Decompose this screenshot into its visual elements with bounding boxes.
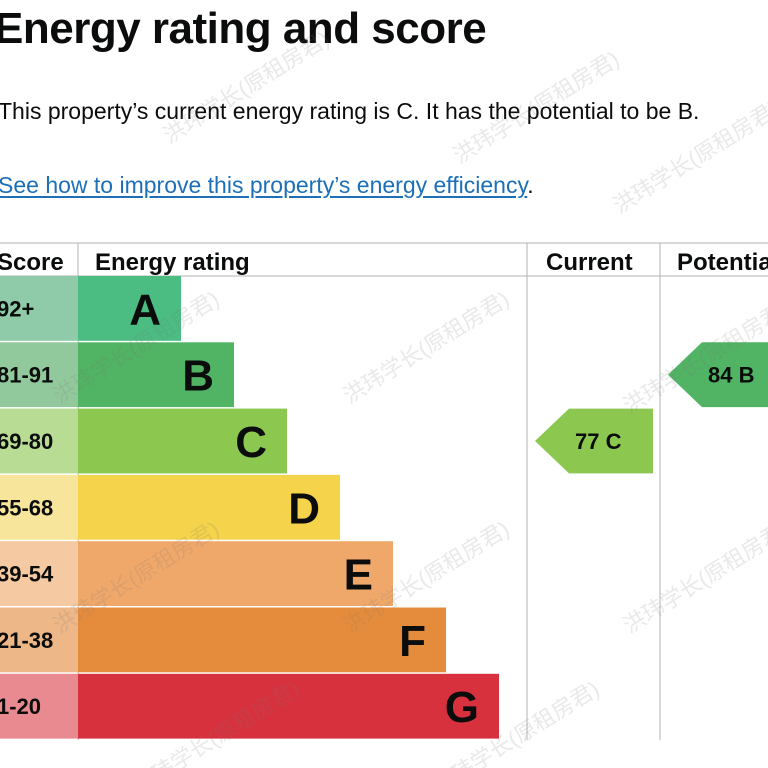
header-current: Current — [546, 249, 633, 276]
rating-bar-e — [78, 541, 393, 606]
rating-letter: B — [182, 352, 214, 401]
header-score: Score — [0, 249, 64, 276]
rating-markers: 77 C 84 B — [535, 342, 768, 474]
rating-bar-f — [78, 607, 446, 673]
score-range-label: 69-80 — [0, 429, 53, 454]
rating-bar-g — [78, 673, 499, 739]
rating-bar-a — [78, 276, 181, 341]
score-cell — [0, 408, 78, 474]
header-energy-rating: Energy rating — [95, 249, 250, 276]
score-range-label: 1-20 — [0, 694, 41, 719]
rating-bands: 92+ A 81-91 B 69-80 C 55-68 D 39-54 E 21-38 F 1-20 G — [0, 276, 499, 739]
rating-letter: E — [344, 551, 373, 600]
rating-letter: A — [129, 285, 161, 334]
score-cell — [0, 342, 78, 408]
rating-letter: D — [288, 484, 320, 533]
rating-bar-c — [78, 408, 287, 474]
improve-efficiency-link[interactable]: See how to improve this property’s energ… — [0, 172, 528, 198]
score-cell — [0, 607, 78, 673]
score-range-label: 92+ — [0, 296, 34, 321]
rating-summary: This property’s current energy rating is… — [0, 98, 700, 124]
score-range-label: 21-38 — [0, 628, 53, 653]
page-title: Energy rating and score — [0, 4, 487, 53]
current-rating-marker-label: 77 C — [575, 429, 622, 454]
score-cell — [0, 673, 78, 739]
rating-bar-b — [78, 342, 234, 408]
score-cell — [0, 541, 78, 606]
score-cell — [0, 474, 78, 540]
potential-rating-marker — [668, 342, 768, 408]
score-cell — [0, 276, 78, 341]
rating-letter: C — [235, 418, 267, 467]
potential-rating-marker-label: 84 B — [708, 363, 754, 388]
link-suffix: . — [527, 172, 534, 198]
rating-letter: G — [445, 683, 479, 732]
score-range-label: 55-68 — [0, 495, 53, 520]
rating-letter: F — [399, 617, 426, 666]
current-rating-marker — [535, 408, 653, 474]
score-range-label: 81-91 — [0, 363, 53, 388]
chart-headers: Score Energy rating Current Potential — [0, 249, 768, 276]
rating-bar-d — [78, 474, 340, 540]
score-range-label: 39-54 — [0, 562, 54, 587]
header-potential: Potential — [677, 249, 768, 276]
improve-link-line: See how to improve this property’s energ… — [0, 172, 534, 199]
